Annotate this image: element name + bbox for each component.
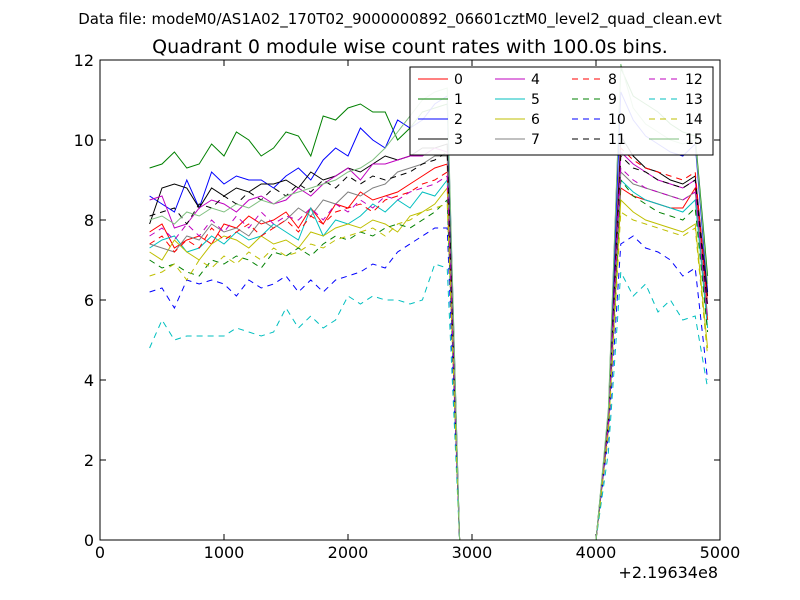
series-line-6 [149,186,709,541]
y-tick-label: 6 [84,291,94,310]
legend-label-11: 11 [608,132,626,148]
legend-label-8: 8 [608,72,617,88]
legend-label-15: 15 [685,132,703,148]
legend-box [409,66,714,156]
x-offset-label: +2.19634e8 [618,563,718,582]
y-tick-label: 2 [84,451,94,470]
series-line-8 [149,146,709,541]
y-tick-label: 10 [74,131,94,150]
x-tick-label: 2000 [328,543,369,562]
legend-label-9: 9 [608,92,617,108]
series-line-9 [149,178,709,541]
series-line-7 [149,155,709,541]
legend-label-10: 10 [608,112,626,128]
x-tick-label: 3000 [452,543,493,562]
legend-label-12: 12 [685,72,703,88]
legend-label-4: 4 [531,72,540,88]
plot-frame [99,59,721,541]
data-file-label: Data file: modeM0/AS1A02_170T02_90000008… [78,10,722,29]
legend-label-13: 13 [685,92,703,108]
series-line-2 [149,91,709,541]
legend-label-2: 2 [454,112,463,128]
chart-title: Quadrant 0 module wise count rates with … [152,36,668,58]
legend-label-3: 3 [454,132,463,148]
legend-label-7: 7 [531,132,540,148]
y-tick-label: 12 [74,51,94,70]
y-tick-label: 4 [84,371,94,390]
x-tick-label: 0 [95,543,105,562]
legend-label-1: 1 [454,92,463,108]
y-tick-label: 0 [84,531,94,550]
series-line-3 [149,134,709,541]
x-tick-label: 4000 [576,543,617,562]
series-line-13 [149,263,709,541]
series-line-12 [149,166,709,541]
legend-label-0: 0 [454,72,463,88]
legend-label-6: 6 [531,112,540,128]
y-tick-label: 8 [84,211,94,230]
legend-label-14: 14 [685,112,703,128]
series-line-11 [149,151,709,541]
x-tick-label: 1000 [204,543,245,562]
series-line-14 [149,203,709,541]
series-line-4 [149,147,709,541]
series-line-10 [149,227,709,541]
series-line-5 [149,178,709,541]
x-tick-label: 5000 [700,543,741,562]
legend-label-5: 5 [531,92,540,108]
